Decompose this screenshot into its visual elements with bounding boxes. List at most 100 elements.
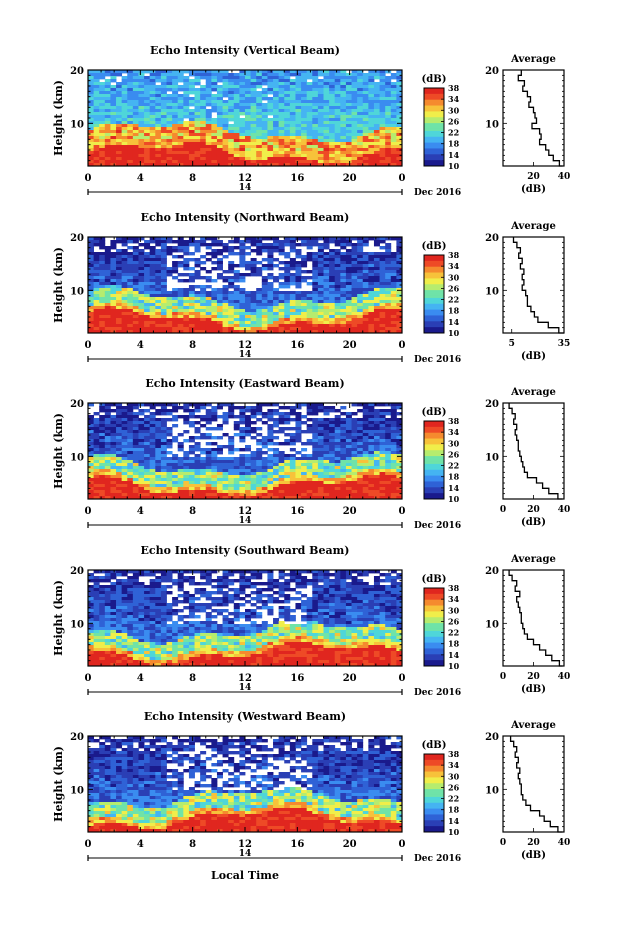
average-frame [502,236,565,334]
average-x-tick-label: 40 [558,505,571,515]
x-tick-label: 4 [137,340,144,351]
average-profile-line [509,736,563,833]
panel-title: Echo Intensity (Eastward Beam) [145,377,344,390]
colorbar-tick-label: 38 [448,416,460,426]
x-tick-label: 12 [238,173,252,184]
colorbar-tick-label: 14 [448,150,460,160]
colorbar-tick-label: 34 [448,94,460,104]
average-frame [502,569,565,667]
x-tick-label: 16 [290,506,304,517]
date-label: Dec 2016 [414,688,461,698]
x-tick-label: 0 [399,173,406,184]
average-x-tick-label: 20 [527,172,540,182]
x-tick-label: 12 [238,340,252,351]
average-frame [502,402,565,500]
colorbar-tick-label: 14 [448,816,460,826]
y-tick-label: 10 [70,452,84,463]
average-y-tick-label: 20 [485,66,499,77]
colorbar-tick-label: 26 [448,616,460,626]
average-x-tick-label: 0 [500,505,506,515]
colorbar-tick-label: 34 [448,594,460,604]
average-x-label: (dB) [521,850,546,861]
x-tick-label: 8 [189,839,196,850]
heatmap-field [88,570,403,667]
day-label: 14 [239,350,252,360]
colorbar-tick-label: 30 [448,605,460,615]
y-axis-label: Height (km) [52,80,65,156]
x-tick-label: 0 [399,506,406,517]
y-tick-label: 20 [70,732,84,743]
x-tick-label: 20 [343,173,357,184]
panel-2: Echo Intensity (Northward Beam) 20 10 Heigh… [52,211,570,365]
colorbar-label: (dB) [422,574,447,585]
panel-4: Echo Intensity (Southward Beam) 20 10 Heigh… [52,544,570,698]
heatmap-field [88,736,403,833]
colorbar-tick-label: 30 [448,771,460,781]
heatmap-field [88,403,403,500]
panel-3: Echo Intensity (Eastward Beam) 20 10 Height… [52,377,570,531]
x-tick-label: 12 [238,839,252,850]
x-tick-label: 4 [137,506,144,517]
x-tick-label: 16 [290,340,304,351]
average-x-label: (dB) [521,684,546,695]
x-tick-label: 12 [238,506,252,517]
panel-1: Echo Intensity (Vertical Beam) 20 10 Height… [52,44,570,198]
colorbar-tick-label: 18 [448,805,460,815]
colorbar-tick-label: 38 [448,749,460,759]
y-tick-label: 10 [70,286,84,297]
x-tick-label: 8 [189,506,196,517]
colorbar-tick-label: 26 [448,283,460,293]
average-x-tick-label: 20 [527,672,540,682]
x-tick-label: 8 [189,340,196,351]
average-x-label: (dB) [521,351,546,362]
average-profile-panel: Average 20 10 0 20 40 (dB) [485,387,570,528]
average-x-tick-label: 20 [527,838,540,848]
x-tick-label: 0 [399,673,406,684]
x-tick-label: 4 [137,173,144,184]
colorbar-tick-label: 30 [448,272,460,282]
colorbar-tick-label: 18 [448,139,460,149]
panel-title: Echo Intensity (Vertical Beam) [150,44,340,57]
average-title: Average [510,221,556,232]
average-profile-panel: Average 20 10 0 20 40 (dB) [485,554,570,695]
colorbar-tick-label: 26 [448,782,460,792]
average-y-tick-label: 20 [485,399,499,410]
panel-5: Echo Intensity (Westward Beam) 20 10 Height… [52,710,570,864]
colorbar-tick-label: 10 [448,661,460,671]
colorbar-tick-label: 22 [448,128,459,138]
x-tick-label: 8 [189,173,196,184]
colorbar-tick-label: 18 [448,472,460,482]
y-tick-label: 20 [70,399,84,410]
average-y-tick-label: 10 [485,619,499,630]
average-title: Average [510,387,556,398]
colorbar-tick-label: 10 [448,494,460,504]
colorbar-tick-label: 38 [448,250,460,260]
y-axis-label: Height (km) [52,247,65,323]
x-tick-label: 0 [85,673,92,684]
date-label: Dec 2016 [414,521,461,531]
x-tick-label: 0 [85,839,92,850]
average-profile-panel: Average 20 10 0 20 40 (dB) [485,720,570,861]
date-label: Dec 2016 [414,188,461,198]
colorbar-label: (dB) [422,740,447,751]
average-x-tick-label: 40 [558,672,571,682]
y-axis-label: Height (km) [52,746,65,822]
average-profile-panel: Average 20 10 20 40 (dB) [485,54,570,195]
average-x-tick-label: 40 [558,172,571,182]
day-label: 14 [239,516,252,526]
average-x-tick-label: 40 [558,838,571,848]
average-title: Average [510,54,556,65]
colorbar-tick-label: 38 [448,583,460,593]
colorbar-tick-label: 22 [448,628,459,638]
x-tick-label: 8 [189,673,196,684]
average-profile-line [517,70,563,167]
x-tick-label: 0 [399,839,406,850]
date-label: Dec 2016 [414,355,461,365]
colorbar-tick-label: 22 [448,461,459,471]
day-label: 14 [239,849,252,859]
